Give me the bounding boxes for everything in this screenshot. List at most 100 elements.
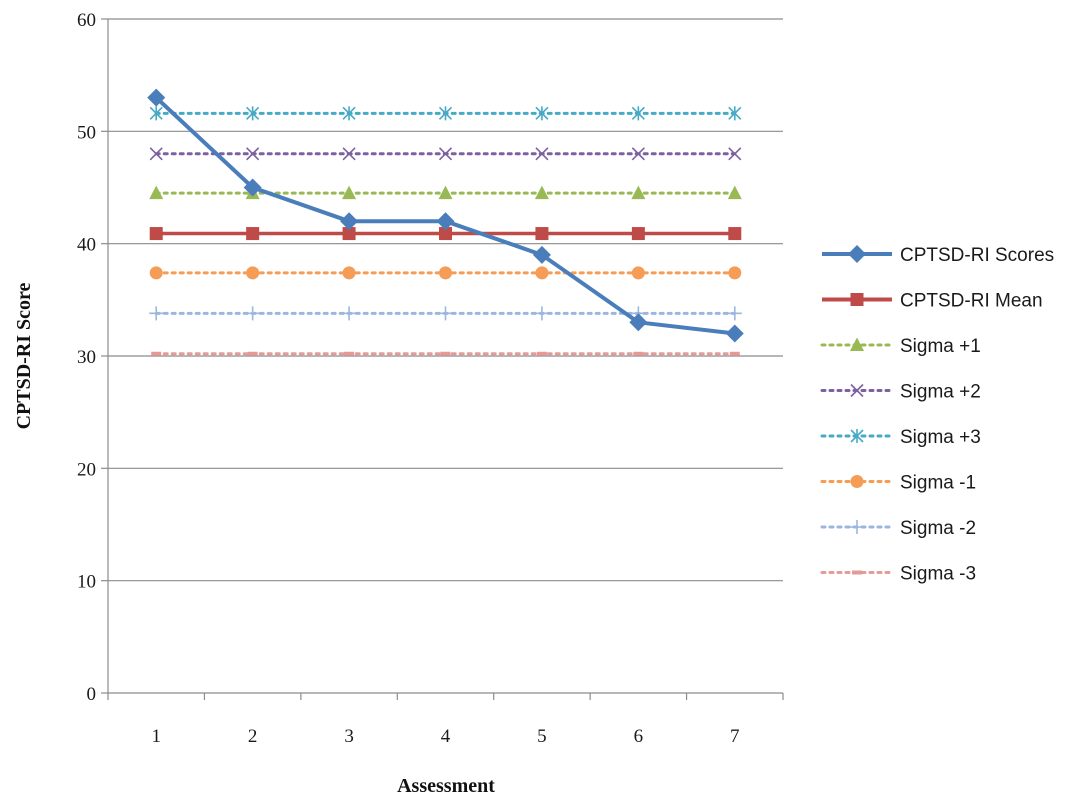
x-tick-label: 3 bbox=[344, 726, 354, 747]
x-tick-label: 7 bbox=[730, 726, 740, 747]
data-point-marker bbox=[149, 227, 163, 241]
legend-item: Sigma +2 bbox=[820, 382, 981, 403]
data-point-marker bbox=[439, 227, 452, 241]
data-point-marker bbox=[535, 227, 549, 241]
data-point-marker bbox=[438, 106, 453, 121]
data-point-marker bbox=[438, 306, 453, 321]
data-point-marker bbox=[729, 351, 740, 356]
data-point-marker bbox=[342, 106, 356, 121]
data-point-marker bbox=[534, 185, 549, 200]
data-point-marker bbox=[535, 147, 549, 161]
legend-label: Sigma +2 bbox=[900, 382, 981, 403]
legend-label: Sigma -3 bbox=[900, 564, 976, 585]
data-point-marker bbox=[245, 306, 260, 321]
y-tick-label: 0 bbox=[87, 684, 97, 705]
data-point-marker bbox=[532, 245, 551, 264]
legend-item: CPTSD-RI Mean bbox=[822, 291, 1043, 312]
data-point-marker bbox=[728, 106, 742, 121]
data-point-marker bbox=[631, 106, 645, 121]
y-tick-label: 60 bbox=[77, 10, 96, 31]
data-point-marker bbox=[631, 185, 646, 200]
data-point-marker bbox=[728, 147, 742, 161]
data-point-marker bbox=[438, 147, 453, 161]
y-axis-title: CPTSD-RI Score bbox=[13, 282, 35, 429]
legend-item: Sigma +1 bbox=[820, 336, 981, 357]
y-tick-label: 10 bbox=[77, 572, 96, 593]
series-sigma-2 bbox=[149, 147, 742, 161]
data-point-marker bbox=[147, 88, 166, 107]
data-point-marker bbox=[344, 351, 355, 356]
y-tick-label: 30 bbox=[77, 347, 96, 368]
data-point-marker bbox=[728, 266, 742, 280]
series-sigma-1 bbox=[149, 185, 742, 200]
data-point-marker bbox=[149, 147, 163, 161]
data-point-marker bbox=[728, 227, 742, 241]
data-point-marker bbox=[850, 293, 864, 306]
series-cptsd-ri-scores bbox=[147, 88, 744, 343]
data-point-marker bbox=[633, 351, 644, 356]
legend-label: CPTSD-RI Mean bbox=[900, 291, 1043, 312]
data-point-marker bbox=[535, 106, 549, 121]
data-point-marker bbox=[850, 429, 864, 443]
data-point-marker bbox=[246, 106, 260, 121]
data-point-marker bbox=[149, 266, 163, 280]
data-point-marker bbox=[149, 106, 163, 121]
gridlines bbox=[108, 18, 783, 582]
y-tick-label: 40 bbox=[77, 235, 96, 256]
x-tick-label: 2 bbox=[248, 726, 258, 747]
data-point-marker bbox=[534, 306, 549, 321]
data-point-marker bbox=[342, 266, 356, 280]
data-point-marker bbox=[727, 306, 742, 321]
data-point-marker bbox=[243, 178, 262, 197]
axes bbox=[101, 18, 784, 700]
data-point-marker bbox=[439, 266, 452, 280]
data-point-marker bbox=[246, 147, 260, 161]
x-tick-labels: 1 2 3 4 5 6 7 bbox=[151, 726, 739, 747]
legend-item: Sigma -1 bbox=[820, 473, 976, 494]
data-point-marker bbox=[342, 147, 356, 161]
data-point-marker bbox=[247, 351, 258, 356]
x-tick-label: 5 bbox=[537, 726, 547, 747]
legend-item: Sigma -3 bbox=[820, 564, 976, 585]
data-point-marker bbox=[149, 185, 164, 200]
data-point-marker bbox=[438, 185, 453, 200]
x-tick-label: 1 bbox=[151, 726, 161, 747]
series-sigma-1 bbox=[149, 266, 742, 280]
data-point-marker bbox=[848, 245, 866, 263]
data-point-marker bbox=[850, 383, 864, 398]
legend-label: Sigma +3 bbox=[900, 427, 981, 448]
legend-label: CPTSD-RI Scores bbox=[900, 245, 1054, 266]
data-point-marker bbox=[631, 266, 645, 280]
legend-label: Sigma +1 bbox=[900, 336, 981, 357]
x-tick-label: 4 bbox=[441, 726, 451, 747]
data-point-marker bbox=[535, 266, 549, 280]
data-point-marker bbox=[342, 185, 357, 200]
legend: CPTSD-RI Scores CPTSD-RI Mean Sigma +1 Sigm… bbox=[820, 245, 1054, 585]
data-point-marker bbox=[151, 351, 162, 356]
y-tick-label: 20 bbox=[77, 459, 96, 480]
series-group bbox=[147, 88, 744, 356]
series-sigma-3 bbox=[149, 106, 742, 121]
series-sigma-3 bbox=[151, 351, 740, 356]
legend-label: Sigma -2 bbox=[900, 518, 976, 539]
data-point-marker bbox=[725, 324, 744, 343]
data-point-marker bbox=[631, 227, 645, 241]
legend-item: Sigma -2 bbox=[820, 518, 976, 539]
data-point-marker bbox=[850, 337, 864, 351]
y-tick-label: 50 bbox=[77, 122, 96, 143]
series-sigma-2 bbox=[149, 306, 742, 321]
x-axis-title: Assessment bbox=[397, 775, 495, 797]
data-point-marker bbox=[440, 351, 451, 356]
data-point-marker bbox=[340, 212, 359, 231]
legend-item: Sigma +3 bbox=[820, 427, 981, 448]
data-point-marker bbox=[246, 227, 260, 241]
data-point-marker bbox=[246, 266, 260, 280]
data-point-marker bbox=[727, 185, 742, 200]
data-point-marker bbox=[852, 570, 862, 575]
data-point-marker bbox=[149, 306, 164, 321]
data-point-marker bbox=[850, 475, 864, 488]
data-point-marker bbox=[631, 147, 645, 161]
legend-label: Sigma -1 bbox=[900, 473, 976, 494]
series-cptsd-ri-mean bbox=[149, 227, 742, 241]
